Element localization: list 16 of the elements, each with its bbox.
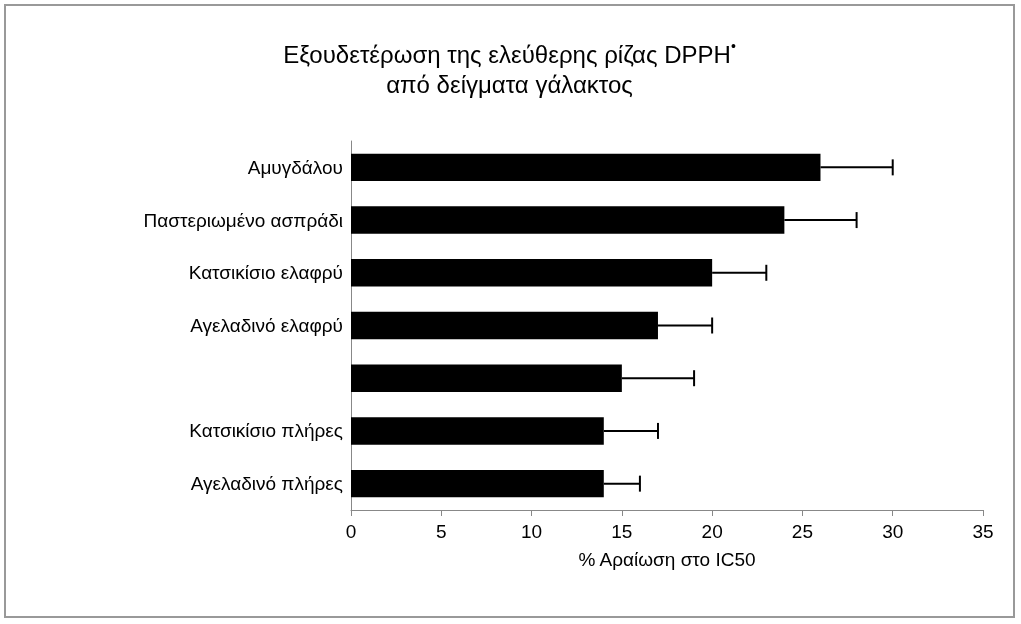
chart-title: Εξουδετέρωση της ελεύθερης ρίζας DPPH• από δείγματα γάλακτος [283, 38, 736, 98]
x-tick-label: 30 [882, 521, 904, 542]
x-tick-label: 5 [436, 521, 447, 542]
x-tick-label: 0 [345, 521, 357, 542]
y-tick-label: Κατσικίσιο πλήρες [189, 420, 343, 442]
x-tick-label: 10 [521, 521, 543, 542]
x-tick-label: 20 [701, 521, 723, 542]
y-tick-label: Παστεριωμένο ασπράδι [143, 209, 343, 231]
y-tick-label: Αγελαδινό πλήρες [190, 473, 343, 495]
y-tick-label: Αγελαδινό ελαφρύ [190, 315, 343, 336]
x-axis-title: % Αραίωση στο IC50 [578, 549, 756, 570]
x-tick-label: 35 [972, 521, 994, 542]
y-tick-label: Αμυγδάλου [247, 156, 343, 178]
y-tick-label: Κατσικίσιο ελαφρύ [188, 262, 343, 284]
x-tick-label: 25 [791, 521, 813, 542]
x-tick-label: 15 [611, 521, 633, 542]
